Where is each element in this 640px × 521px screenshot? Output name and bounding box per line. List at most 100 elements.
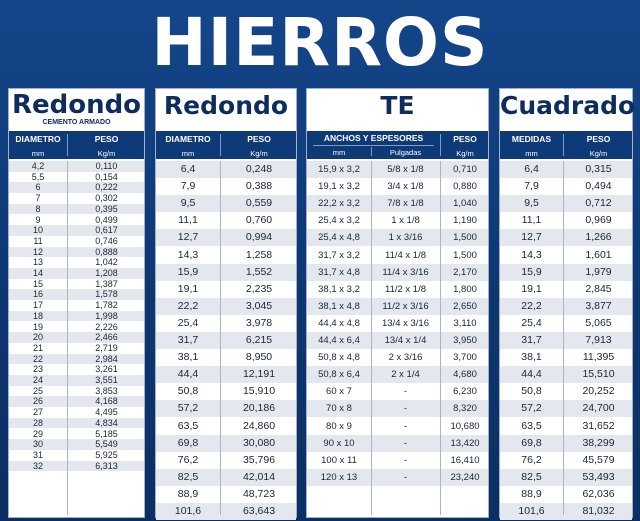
table-cell: 76,2 xyxy=(521,453,542,466)
table-cell: 0,110 xyxy=(95,161,118,171)
table-row: 69,8 30,080 xyxy=(156,434,296,452)
table-cell: 38,1 xyxy=(177,351,199,364)
table-row: 15,9 x 3,2 5/8 x 1/8 0,710 xyxy=(307,161,488,179)
col-unit: Kg/m xyxy=(250,149,268,158)
table-cell: 70 x 8 xyxy=(326,403,352,415)
table-cell: 25 xyxy=(32,385,43,396)
table-row: 57,2 20,186 xyxy=(156,400,296,418)
col-label: PESO xyxy=(94,134,119,144)
table-cell: 0,880 xyxy=(453,181,477,193)
table-row: 7 0,302 xyxy=(9,193,144,204)
table-row: 38,1 x 4,8 11/2 x 3/16 2,650 xyxy=(307,297,488,315)
col-pulgadas-header: Pulgadas xyxy=(389,148,422,157)
table-row: 19,1 2,235 xyxy=(156,280,296,298)
table-cell: 9,5 xyxy=(180,197,196,210)
table-row: 11,1 0,969 xyxy=(500,212,632,230)
table-row: 28 4,834 xyxy=(9,417,144,429)
table-cell: 14,3 xyxy=(177,248,199,261)
table-cell: 44,4 x 4,8 xyxy=(318,317,360,329)
table-title: Cuadrado xyxy=(500,91,636,120)
table-row: 25,4 x 4,8 1 x 3/16 1,500 xyxy=(307,229,488,247)
table-cell: 0,746 xyxy=(95,235,118,246)
table-row: 7,9 0,494 xyxy=(500,178,632,196)
table-cell: 82,5 xyxy=(177,470,199,483)
table-row: 18 1,998 xyxy=(9,310,144,322)
table-cell: 16 xyxy=(32,289,43,300)
col-label: DIAMETRO xyxy=(15,134,61,144)
table-cell: 2 x 3/16 xyxy=(388,352,423,364)
page-title: HIERROS xyxy=(151,4,489,81)
table-title: Redondo xyxy=(163,91,289,120)
table-cell: 4,2 xyxy=(31,161,45,171)
table-cell: 27 xyxy=(32,407,43,418)
table-cell: 38,1 x 3,2 xyxy=(318,283,360,295)
table-cell: 22,2 xyxy=(177,299,199,312)
table-cell: 0,248 xyxy=(245,163,273,175)
table-cell: 17 xyxy=(32,300,43,311)
table-cell: 9 xyxy=(35,214,41,225)
table-cell: 21 xyxy=(32,342,43,353)
table-cell: 31,7 xyxy=(521,334,542,346)
col-label: MEDIDAS xyxy=(511,134,552,144)
table-cell: 11/2 x 3/16 xyxy=(382,300,429,312)
table-cell: 81,032 xyxy=(582,505,615,517)
table-cell: 63,5 xyxy=(521,419,542,432)
table-cell: 1 x 1/8 xyxy=(391,215,420,227)
table-row: 20 2,466 xyxy=(9,332,144,343)
table-row: 69,8 38,299 xyxy=(500,434,632,452)
table-row: 22,2 3,877 xyxy=(500,297,632,315)
table-cell: 20 xyxy=(32,332,43,343)
table-row: 8 0,395 xyxy=(9,203,144,215)
table-row: 31,7 x 4,8 11/4 x 3/16 2,170 xyxy=(307,263,488,281)
table-cell: 2,845 xyxy=(585,282,612,295)
table-cell: 30,080 xyxy=(242,436,276,449)
table-cell: 62,036 xyxy=(582,487,615,500)
table-row: 44,4 x 6,4 13/4 x 1/4 3,950 xyxy=(307,332,488,350)
table-cell: 16,410 xyxy=(450,454,480,466)
table-cell: 22,2 x 3,2 xyxy=(318,198,360,210)
table-cell: 6,230 xyxy=(453,386,477,398)
table-row: 23 3,261 xyxy=(9,364,144,375)
table-cell: 24,700 xyxy=(582,402,615,415)
table-cell: 13 xyxy=(32,257,43,268)
table-header: DIAMETRO mm PESO Kg/m xyxy=(156,131,296,159)
table-cell: 1,998 xyxy=(95,310,118,321)
table-row: 50,8 x 4,8 2 x 3/16 3,700 xyxy=(307,349,488,367)
table-cell: 101,6 xyxy=(518,505,545,517)
table-cell: 12,7 xyxy=(521,231,542,244)
table-cell: 88,9 xyxy=(177,487,199,500)
table-cell: 8,320 xyxy=(453,403,477,415)
table-cell: 11,1 xyxy=(521,214,542,227)
table-cell: 28 xyxy=(32,417,43,428)
table-row: 29 5,185 xyxy=(9,428,144,440)
table-row: 14 1,208 xyxy=(9,268,144,279)
table-row: 101,6 63,643 xyxy=(156,503,296,521)
table-cell: - xyxy=(403,420,408,432)
table-cell: 4,834 xyxy=(95,417,118,428)
col-peso-header: PESO Kg/m xyxy=(563,131,634,159)
table-cell: 0,559 xyxy=(245,197,273,210)
table-row: 31,7 6,215 xyxy=(156,332,296,350)
table-cell: 2 x 1/4 xyxy=(391,369,420,381)
table-row: 101,6 81,032 xyxy=(500,503,632,521)
table-cell: 3,045 xyxy=(245,299,273,312)
table-cell: 38,1 xyxy=(521,351,542,364)
table-cell: 11,1 xyxy=(178,214,198,227)
col-unit: Kg/m xyxy=(456,149,474,158)
table-cell: 3,978 xyxy=(245,316,273,329)
table-row: 22,2 x 3,2 7/8 x 1/8 1,040 xyxy=(307,195,488,213)
table-row: 22 2,984 xyxy=(9,353,144,365)
table-row: 19,1 x 3,2 3/4 x 1/8 0,880 xyxy=(307,178,488,196)
table-cell: 15,9 xyxy=(177,265,199,278)
table-body: 15,9 x 3,2 5/8 x 1/8 0,710 19,1 x 3,2 3/4 x … xyxy=(307,161,488,515)
table-cell: 0,395 xyxy=(95,203,118,214)
table-cell: 31,7 x 3,2 xyxy=(318,249,360,261)
table-cell: - xyxy=(403,471,408,483)
table-row: 25,4 5,065 xyxy=(500,314,632,332)
table-cell: 0,617 xyxy=(95,225,118,236)
table-cell: 32 xyxy=(32,460,43,471)
table-header: ANCHOS Y ESPESORES mm Pulgadas PESO Kg/m xyxy=(307,131,488,159)
table-cell: 50,8 xyxy=(521,385,542,398)
table-cell: 1,578 xyxy=(95,289,118,300)
table-cell: 3,110 xyxy=(453,317,477,329)
